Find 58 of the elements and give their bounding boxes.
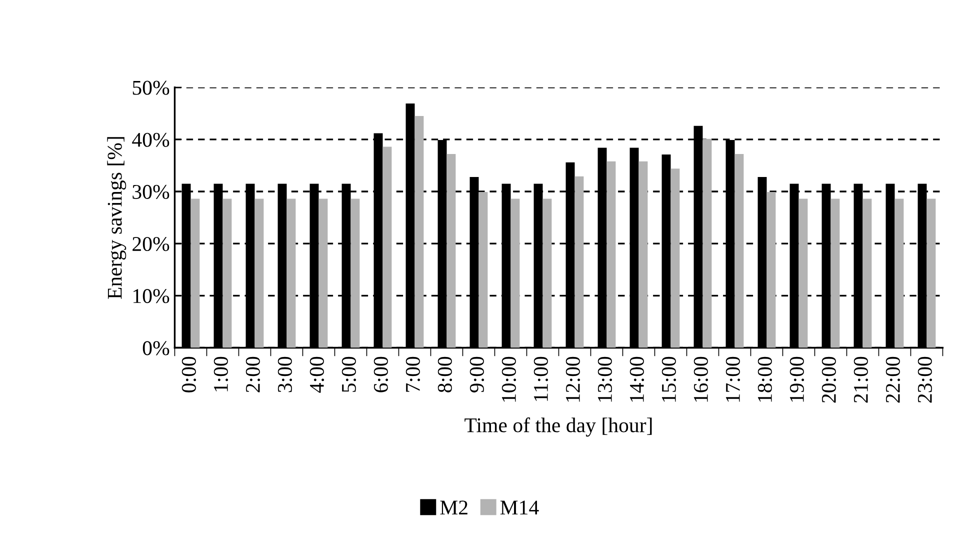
bar — [926, 198, 936, 348]
bar — [446, 154, 456, 348]
legend-label: M14 — [500, 500, 539, 514]
x-tick-label: 21:00 — [854, 356, 868, 403]
x-axis-title: Time of the day [hour] — [464, 417, 652, 437]
x-tick-label: 2:00 — [246, 356, 260, 392]
x-tick-label: 19:00 — [790, 356, 804, 402]
x-tick-label: 3:00 — [278, 356, 292, 392]
bar — [478, 192, 488, 348]
y-tick-label: 40% — [132, 132, 170, 147]
bar — [510, 198, 520, 348]
x-tick-label: 14:00 — [630, 356, 644, 402]
bar — [350, 198, 360, 348]
x-tick-label: 11:00 — [534, 356, 548, 401]
x-tick-label: 7:00 — [406, 356, 420, 392]
bar — [862, 198, 872, 348]
bar — [382, 146, 392, 348]
bar — [542, 198, 552, 348]
bar — [798, 198, 808, 348]
bar — [414, 116, 424, 348]
x-tick-label: 8:00 — [438, 356, 452, 392]
y-tick-label: 20% — [132, 236, 170, 252]
x-tick-label: 0:00 — [182, 356, 196, 392]
x-tick-label: 18:00 — [758, 356, 772, 402]
legend-label: M2 — [440, 500, 468, 514]
x-tick-label: 1:00 — [214, 356, 228, 392]
bar — [670, 168, 680, 348]
x-tick-label: 20:00 — [822, 356, 836, 403]
x-tick-label: 12:00 — [566, 356, 580, 402]
bar — [318, 198, 328, 348]
x-tick-label: 4:00 — [310, 356, 324, 393]
x-tick-label: 6:00 — [374, 356, 388, 392]
bar — [830, 198, 840, 348]
x-tick-label: 16:00 — [694, 356, 708, 402]
bar — [606, 161, 616, 348]
bar — [254, 198, 264, 348]
bar — [222, 198, 232, 348]
x-tick-label: 13:00 — [598, 356, 612, 402]
y-axis-title: Energy savings [%] — [107, 137, 126, 299]
bar — [574, 176, 584, 348]
x-tick-label: 17:00 — [726, 356, 740, 402]
bar — [894, 198, 904, 348]
x-tick-label: 15:00 — [662, 356, 676, 402]
x-tick-label: 22:00 — [886, 356, 900, 403]
y-tick-label: 30% — [132, 184, 170, 200]
bar — [190, 198, 200, 348]
y-tick-label: 0% — [142, 341, 170, 356]
bar — [702, 138, 712, 348]
x-tick-label: 5:00 — [342, 356, 356, 392]
y-tick-label: 50% — [132, 80, 170, 95]
bar — [766, 192, 776, 348]
x-tick-label: 23:00 — [918, 356, 932, 403]
bar — [734, 154, 744, 348]
x-tick-label: 10:00 — [502, 356, 516, 402]
y-tick-label: 10% — [134, 289, 170, 304]
bar — [638, 161, 648, 348]
x-tick-label: 9:00 — [470, 356, 484, 392]
bar — [286, 198, 296, 348]
